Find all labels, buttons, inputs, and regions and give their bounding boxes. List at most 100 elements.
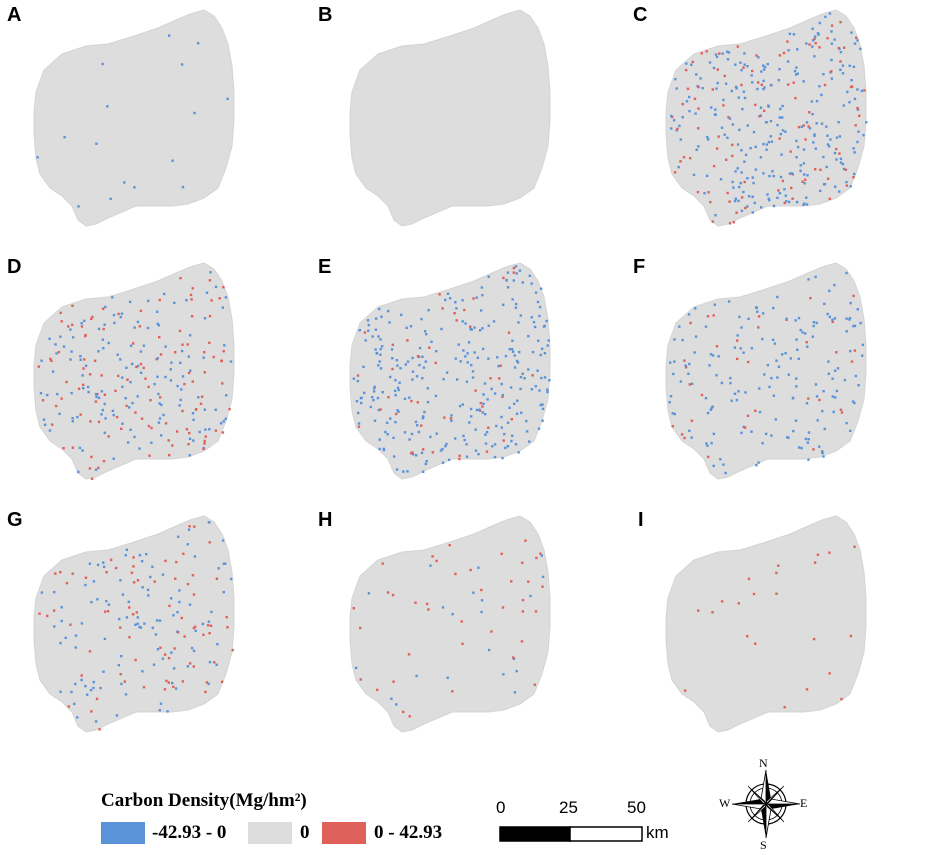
decrease-pixel	[500, 382, 503, 386]
region-map	[665, 515, 867, 733]
decrease-pixel	[97, 350, 100, 353]
decrease-pixel	[378, 447, 381, 451]
decrease-pixel	[229, 577, 233, 581]
decrease-pixel	[756, 310, 759, 313]
decrease-pixel	[92, 580, 96, 583]
decrease-pixel	[448, 297, 452, 300]
decrease-pixel	[827, 145, 831, 148]
decrease-pixel	[787, 436, 790, 439]
decrease-pixel	[176, 384, 179, 388]
increase-pixel	[202, 633, 205, 636]
decrease-pixel	[802, 80, 805, 83]
increase-pixel	[203, 351, 206, 354]
decrease-pixel	[743, 63, 746, 66]
decrease-pixel	[791, 397, 795, 400]
decrease-pixel	[70, 350, 73, 353]
increase-pixel	[132, 556, 135, 559]
decrease-pixel	[861, 354, 864, 357]
decrease-pixel	[121, 593, 125, 596]
region-map	[665, 262, 867, 480]
decrease-pixel	[833, 317, 837, 320]
decrease-pixel	[763, 65, 767, 69]
decrease-pixel	[430, 340, 433, 343]
increase-pixel	[191, 287, 194, 290]
decrease-pixel	[53, 590, 56, 594]
increase-pixel	[520, 640, 524, 643]
decrease-pixel	[737, 96, 740, 99]
decrease-pixel	[146, 326, 150, 330]
increase-pixel	[489, 377, 492, 380]
increase-pixel	[804, 138, 807, 141]
decrease-pixel	[714, 53, 718, 56]
decrease-pixel	[156, 357, 159, 360]
decrease-pixel	[42, 418, 46, 421]
increase-pixel	[451, 690, 454, 693]
decrease-pixel	[739, 347, 742, 350]
decrease-pixel	[112, 457, 115, 460]
increase-pixel	[469, 568, 472, 572]
increase-pixel	[512, 656, 515, 659]
increase-pixel	[103, 393, 107, 396]
decrease-pixel	[842, 104, 845, 107]
decrease-pixel	[411, 378, 414, 381]
region-map	[33, 515, 235, 733]
increase-pixel	[208, 314, 212, 318]
increase-pixel	[165, 679, 168, 683]
increase-pixel	[449, 417, 453, 420]
scale-bar-graphic	[499, 826, 643, 842]
decrease-pixel	[765, 121, 768, 124]
increase-pixel	[790, 186, 793, 190]
increase-pixel	[95, 697, 99, 701]
decrease-pixel	[754, 168, 758, 171]
decrease-pixel	[839, 157, 843, 160]
increase-pixel	[684, 68, 688, 72]
decrease-pixel	[510, 348, 514, 351]
increase-pixel	[754, 409, 757, 412]
increase-pixel	[139, 309, 143, 313]
decrease-pixel	[785, 200, 788, 203]
increase-pixel	[180, 616, 183, 620]
increase-pixel	[715, 147, 719, 150]
decrease-pixel	[852, 324, 855, 328]
increase-pixel	[510, 418, 513, 421]
decrease-pixel	[380, 315, 383, 318]
decrease-pixel	[156, 619, 159, 622]
decrease-pixel	[743, 96, 747, 100]
increase-pixel	[740, 83, 743, 87]
decrease-pixel	[102, 561, 105, 564]
increase-pixel	[175, 430, 179, 433]
decrease-pixel	[208, 660, 212, 664]
decrease-pixel	[506, 271, 510, 274]
decrease-pixel	[179, 361, 182, 365]
decrease-pixel	[761, 312, 765, 315]
increase-pixel	[49, 357, 52, 361]
decrease-pixel	[678, 325, 681, 328]
increase-pixel	[732, 221, 736, 224]
increase-pixel	[835, 147, 838, 151]
decrease-pixel	[59, 641, 62, 645]
increase-pixel	[813, 37, 816, 41]
increase-pixel	[752, 592, 756, 596]
increase-pixel	[831, 320, 834, 324]
increase-pixel	[778, 137, 781, 140]
decrease-pixel	[204, 428, 207, 431]
decrease-pixel	[441, 606, 445, 609]
increase-pixel	[501, 395, 504, 398]
decrease-pixel	[391, 357, 394, 360]
increase-pixel	[71, 446, 75, 449]
decrease-pixel	[393, 389, 397, 393]
decrease-pixel	[834, 369, 837, 372]
decrease-pixel	[358, 329, 361, 332]
decrease-pixel	[492, 320, 496, 323]
increase-pixel	[148, 454, 151, 457]
increase-pixel	[849, 634, 853, 638]
increase-pixel	[758, 115, 761, 118]
decrease-pixel	[820, 122, 824, 125]
increase-pixel	[158, 298, 161, 302]
decrease-pixel	[530, 282, 533, 285]
increase-pixel	[149, 399, 152, 402]
decrease-pixel	[827, 360, 830, 363]
decrease-pixel	[707, 138, 710, 141]
change-pixels	[670, 12, 868, 225]
increase-pixel	[533, 683, 536, 686]
